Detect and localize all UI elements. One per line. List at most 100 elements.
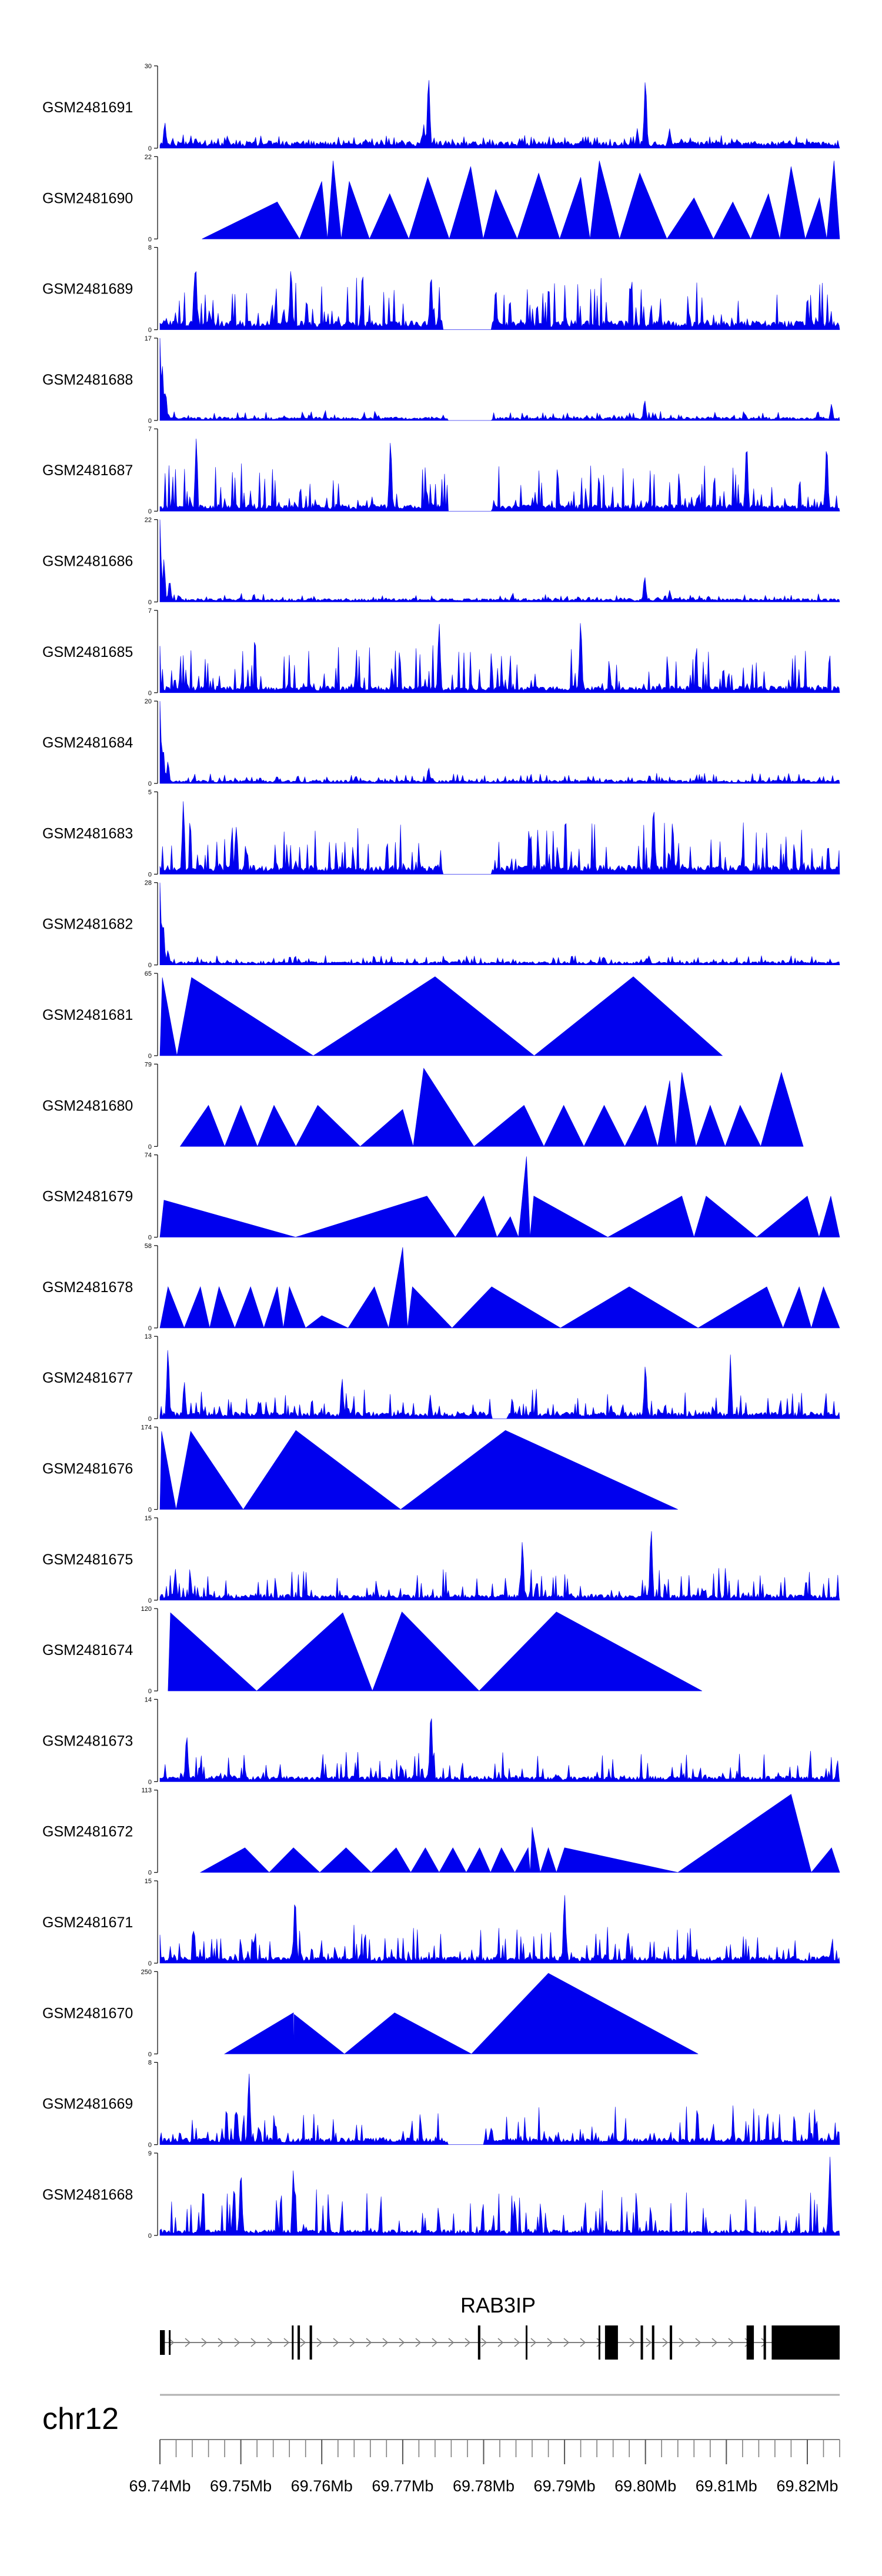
strand-arrow (218, 2338, 224, 2347)
exon-block (169, 2330, 171, 2355)
coverage-tracks: GSM2481691300GSM2481690220GSM248168980GS… (42, 63, 840, 2240)
track-label: GSM2481682 (42, 916, 133, 933)
coverage-area-GSM2481681 (159, 976, 723, 1056)
track-label: GSM2481679 (42, 1189, 133, 1205)
y-tick-max-label: 15 (145, 1515, 152, 1522)
track-GSM2481687: GSM2481687 7 0 (42, 426, 840, 515)
coverage-area-GSM2481675 (159, 1531, 840, 1601)
y-tick-min-label: 0 (148, 2051, 152, 2058)
track-label: GSM2481676 (42, 1461, 133, 1477)
y-tick-min-label: 0 (148, 690, 152, 697)
strand-arrow (349, 2338, 356, 2347)
coverage-area-GSM2481671 (159, 1895, 840, 1964)
strand-arrow (596, 2338, 603, 2347)
track-GSM2481682: GSM2481682 28 0 (42, 880, 840, 969)
strand-arrow (563, 2338, 570, 2347)
track-label: GSM2481680 (42, 1097, 133, 1114)
strand-arrow (547, 2338, 553, 2347)
strand-arrow (250, 2338, 257, 2347)
track-GSM2481685: GSM2481685 7 0 (42, 608, 840, 697)
track-label: GSM2481673 (42, 1733, 133, 1749)
y-tick-max-label: 9 (148, 2150, 152, 2157)
exon-block (160, 2330, 165, 2355)
y-tick-max-label: 65 (145, 970, 152, 977)
strand-arrow (662, 2338, 669, 2347)
track-GSM2481679: GSM2481679 74 0 (42, 1152, 840, 1242)
track-GSM2481681: GSM2481681 65 0 (42, 970, 723, 1060)
strand-arrow (646, 2338, 652, 2347)
track-label: GSM2481689 (42, 281, 133, 298)
y-tick-min-label: 0 (148, 1778, 152, 1786)
y-tick-max-label: 7 (148, 426, 152, 433)
exon-block (604, 2325, 618, 2360)
track-GSM2481678: GSM2481678 58 0 (42, 1243, 840, 1332)
coverage-area-GSM2481690 (202, 161, 840, 240)
track-GSM2481674: GSM2481674 120 0 (42, 1606, 703, 1695)
coverage-area-GSM2481684 (159, 701, 840, 784)
strand-arrow (530, 2338, 537, 2347)
x-tick-label: 69.74Mb (129, 2477, 191, 2495)
chromosome-label: chr12 (42, 2402, 119, 2436)
x-tick-label: 69.75Mb (210, 2477, 272, 2495)
track-GSM2481672: GSM2481672 113 0 (42, 1787, 840, 1877)
track-label: GSM2481685 (42, 644, 133, 660)
strand-arrow (761, 2338, 767, 2347)
strand-arrow (711, 2338, 718, 2347)
coverage-area-GSM2481673 (159, 1718, 840, 1782)
track-label: GSM2481684 (42, 735, 133, 751)
exon-block (292, 2325, 294, 2360)
track-GSM2481688: GSM2481688 17 0 (42, 335, 840, 425)
track-GSM2481684: GSM2481684 20 0 (42, 698, 840, 788)
track-label: GSM2481688 (42, 372, 133, 388)
exon-block (598, 2325, 600, 2360)
strand-arrow (695, 2338, 701, 2347)
strand-arrow (316, 2338, 323, 2347)
strand-arrow (300, 2338, 306, 2347)
strand-arrow (415, 2338, 422, 2347)
coverage-area-GSM2481668 (159, 2157, 840, 2236)
y-tick-max-label: 17 (145, 335, 152, 342)
strand-arrow (333, 2338, 339, 2347)
track-GSM2481689: GSM2481689 8 0 (42, 245, 840, 334)
exon-block (771, 2325, 840, 2360)
y-tick-max-label: 22 (145, 517, 152, 524)
track-label: GSM2481675 (42, 1551, 133, 1568)
x-tick-label: 69.77Mb (372, 2477, 433, 2495)
y-tick-max-label: 30 (145, 63, 152, 70)
y-tick-max-label: 22 (145, 154, 152, 161)
y-tick-min-label: 0 (148, 1234, 152, 1242)
coverage-area-GSM2481677 (159, 1350, 840, 1419)
y-tick-min-label: 0 (148, 508, 152, 515)
strand-arrow (234, 2338, 240, 2347)
track-GSM2481668: GSM2481668 9 0 (42, 2150, 840, 2240)
coverage-area-GSM2481678 (159, 1247, 840, 1329)
coverage-area-GSM2481689 (159, 271, 840, 330)
y-tick-min-label: 0 (148, 1416, 152, 1423)
track-label: GSM2481686 (42, 553, 133, 570)
y-tick-max-label: 120 (141, 1606, 152, 1613)
y-tick-min-label: 0 (148, 2233, 152, 2240)
coverage-area-GSM2481691 (159, 80, 840, 149)
track-label: GSM2481690 (42, 190, 133, 206)
y-tick-min-label: 0 (148, 1053, 152, 1060)
coverage-area-GSM2481687 (159, 438, 840, 512)
track-label: GSM2481668 (42, 2187, 133, 2203)
coverage-area-GSM2481686 (159, 519, 840, 602)
exon-block (763, 2325, 766, 2360)
coverage-area-GSM2481679 (159, 1156, 840, 1238)
track-GSM2481669: GSM2481669 8 0 (42, 2060, 840, 2149)
x-tick-label: 69.78Mb (453, 2477, 514, 2495)
coverage-area-GSM2481685 (159, 623, 840, 693)
strand-arrow (399, 2338, 405, 2347)
gene-name-label: RAB3IP (460, 2293, 536, 2317)
strand-arrow (481, 2338, 487, 2347)
strand-arrow (432, 2338, 438, 2347)
track-GSM2481677: GSM2481677 13 0 (42, 1333, 840, 1423)
exon-block (640, 2325, 643, 2360)
strand-arrow (580, 2338, 586, 2347)
track-GSM2481686: GSM2481686 22 0 (42, 517, 840, 606)
track-label: GSM2481677 (42, 1370, 133, 1386)
exon-block (670, 2325, 673, 2360)
track-GSM2481690: GSM2481690 22 0 (42, 154, 840, 243)
strand-arrow (728, 2338, 734, 2347)
